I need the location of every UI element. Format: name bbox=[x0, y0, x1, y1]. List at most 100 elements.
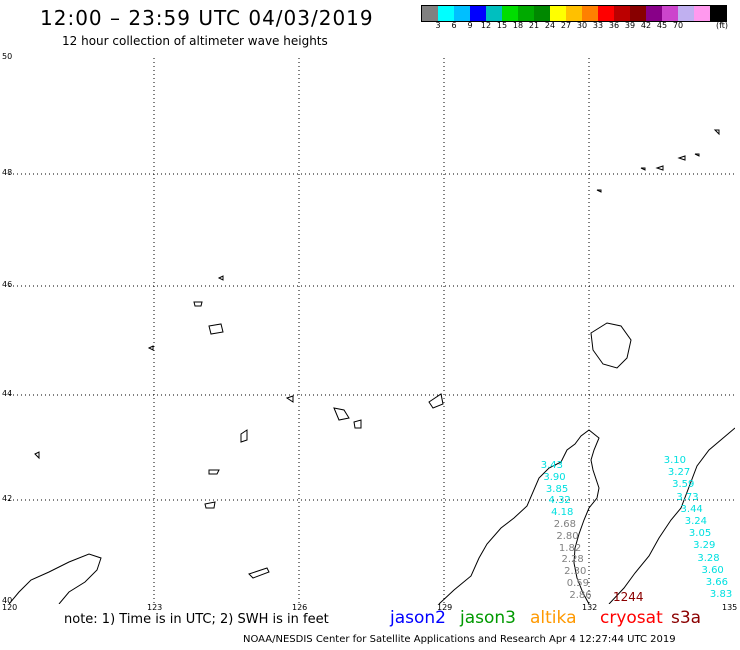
x-tick-135: 135 bbox=[722, 603, 738, 612]
colorbar-tick: 24 bbox=[544, 21, 556, 30]
swh-value: 3.10 bbox=[663, 455, 686, 466]
colorbar-swatch bbox=[422, 6, 438, 21]
swh-value: 3.29 bbox=[693, 540, 716, 552]
colorbar-tick-labels: 3 6 9 12 15 18 21 24 27 30 33 36 39 42 45 70 bbox=[421, 21, 721, 35]
coastline-korea bbox=[9, 553, 102, 604]
colorbar-swatch bbox=[550, 6, 566, 21]
colorbar-tick: 45 bbox=[656, 21, 668, 30]
colorbar-tick: 39 bbox=[624, 21, 636, 30]
coastline-hokkaido-honshu bbox=[438, 429, 600, 604]
island-15 bbox=[655, 165, 664, 171]
island-8 bbox=[204, 501, 216, 509]
colorbar-unit: (ft) bbox=[716, 21, 729, 30]
island-3 bbox=[217, 275, 224, 281]
island-9 bbox=[248, 567, 270, 579]
swh-value: 2.68 bbox=[553, 519, 576, 530]
wave-height-colorbar bbox=[421, 5, 727, 22]
colorbar-swatch bbox=[646, 6, 662, 21]
swh-value: 3.44 bbox=[680, 503, 703, 515]
island-10 bbox=[353, 419, 362, 429]
swh-value: 0.59 bbox=[566, 578, 589, 589]
swh-value: 3.05 bbox=[688, 528, 712, 540]
island-1 bbox=[193, 301, 203, 307]
swh-value: 3.28 bbox=[697, 552, 720, 564]
swh-value: 2.30 bbox=[564, 566, 587, 578]
satellite-legend-cryosat: cryosat bbox=[600, 608, 663, 628]
colorbar-tick: 27 bbox=[560, 21, 572, 30]
island-2 bbox=[208, 323, 224, 335]
swh-value: 2.86 bbox=[569, 589, 592, 601]
colorbar-swatch bbox=[534, 6, 550, 21]
y-tick-44: 44 bbox=[2, 389, 13, 398]
colorbar-swatch bbox=[566, 6, 582, 21]
coastlines bbox=[9, 129, 735, 604]
y-tick-50: 50 bbox=[2, 52, 13, 61]
x-tick-126: 126 bbox=[292, 603, 308, 612]
colorbar-tick: 30 bbox=[576, 21, 588, 30]
colorbar-swatch bbox=[582, 6, 598, 21]
island-16 bbox=[677, 155, 686, 161]
swh-value: 3.83 bbox=[709, 589, 733, 601]
y-tick-46: 46 bbox=[2, 280, 13, 289]
colorbar-swatch bbox=[630, 6, 646, 21]
colorbar-swatch bbox=[470, 6, 486, 21]
x-tick-123: 123 bbox=[147, 603, 163, 612]
colorbar-tick: 15 bbox=[496, 21, 508, 30]
swh-value: 1.82 bbox=[558, 542, 582, 554]
colorbar-swatch bbox=[438, 6, 454, 21]
colorbar-swatch bbox=[694, 6, 710, 21]
island-6 bbox=[240, 429, 248, 443]
map-canvas bbox=[9, 58, 735, 604]
coastline-right-landmass bbox=[608, 427, 735, 604]
grid-lines bbox=[9, 58, 735, 604]
satellite-legend-altika: altika bbox=[530, 608, 577, 628]
island-4 bbox=[333, 407, 350, 421]
swh-value: 4.18 bbox=[551, 507, 574, 519]
colorbar-tick: 6 bbox=[451, 21, 457, 30]
y-tick-40: 40 bbox=[2, 596, 13, 605]
colorbar-tick: 9 bbox=[467, 21, 473, 30]
footer-note: note: 1) Time is in UTC; 2) SWH is in fe… bbox=[64, 612, 329, 627]
island-19 bbox=[596, 189, 602, 193]
map-subtitle: 12 hour collection of altimeter wave hei… bbox=[62, 34, 328, 48]
swh-value: 3.60 bbox=[701, 564, 724, 576]
x-tick-132: 132 bbox=[582, 603, 598, 612]
swh-value: 2.28 bbox=[561, 554, 584, 566]
island-11 bbox=[147, 345, 154, 351]
swh-value: 3.85 bbox=[545, 483, 569, 495]
colorbar-swatch bbox=[678, 6, 694, 21]
colorbar-swatch bbox=[486, 6, 502, 21]
swh-value: 3.66 bbox=[705, 577, 728, 588]
island-13 bbox=[34, 451, 40, 460]
satellite-legend-jason3: jason3 bbox=[460, 608, 516, 628]
satellite-legend-s3a: s3a bbox=[671, 608, 702, 628]
swh-value: 3.24 bbox=[684, 516, 707, 527]
swh-value: 3.90 bbox=[543, 471, 566, 483]
island-18 bbox=[713, 129, 720, 136]
colorbar-tick: 70 bbox=[672, 21, 684, 30]
y-tick-48: 48 bbox=[2, 168, 13, 177]
island-5 bbox=[428, 393, 444, 409]
colorbar-swatch bbox=[710, 6, 726, 21]
colorbar-tick: 33 bbox=[592, 21, 604, 30]
map-title: 12:00 – 23:59 UTC 04/03/2019 bbox=[40, 6, 374, 30]
colorbar-tick: 36 bbox=[608, 21, 620, 30]
colorbar-tick: 3 bbox=[435, 21, 441, 30]
colorbar-tick: 18 bbox=[512, 21, 524, 30]
colorbar-tick: 21 bbox=[528, 21, 540, 30]
swh-value: 3.59 bbox=[672, 479, 695, 491]
swh-value: 3.43 bbox=[540, 460, 563, 471]
island-12 bbox=[285, 395, 294, 403]
colorbar-tick: 42 bbox=[640, 21, 652, 30]
swh-value: 4.32 bbox=[548, 495, 571, 507]
swh-max-label: 1244 bbox=[613, 590, 644, 604]
footer-credit: NOAA/NESDIS Center for Satellite Applica… bbox=[243, 634, 676, 645]
colorbar-swatch bbox=[518, 6, 534, 21]
island-7 bbox=[208, 469, 220, 475]
colorbar-tick: 12 bbox=[480, 21, 492, 30]
colorbar-swatch bbox=[662, 6, 678, 21]
x-tick-129: 129 bbox=[437, 603, 453, 612]
swh-value: 3.73 bbox=[676, 491, 699, 503]
island-14 bbox=[640, 167, 646, 171]
coastline-island-large bbox=[590, 322, 632, 369]
